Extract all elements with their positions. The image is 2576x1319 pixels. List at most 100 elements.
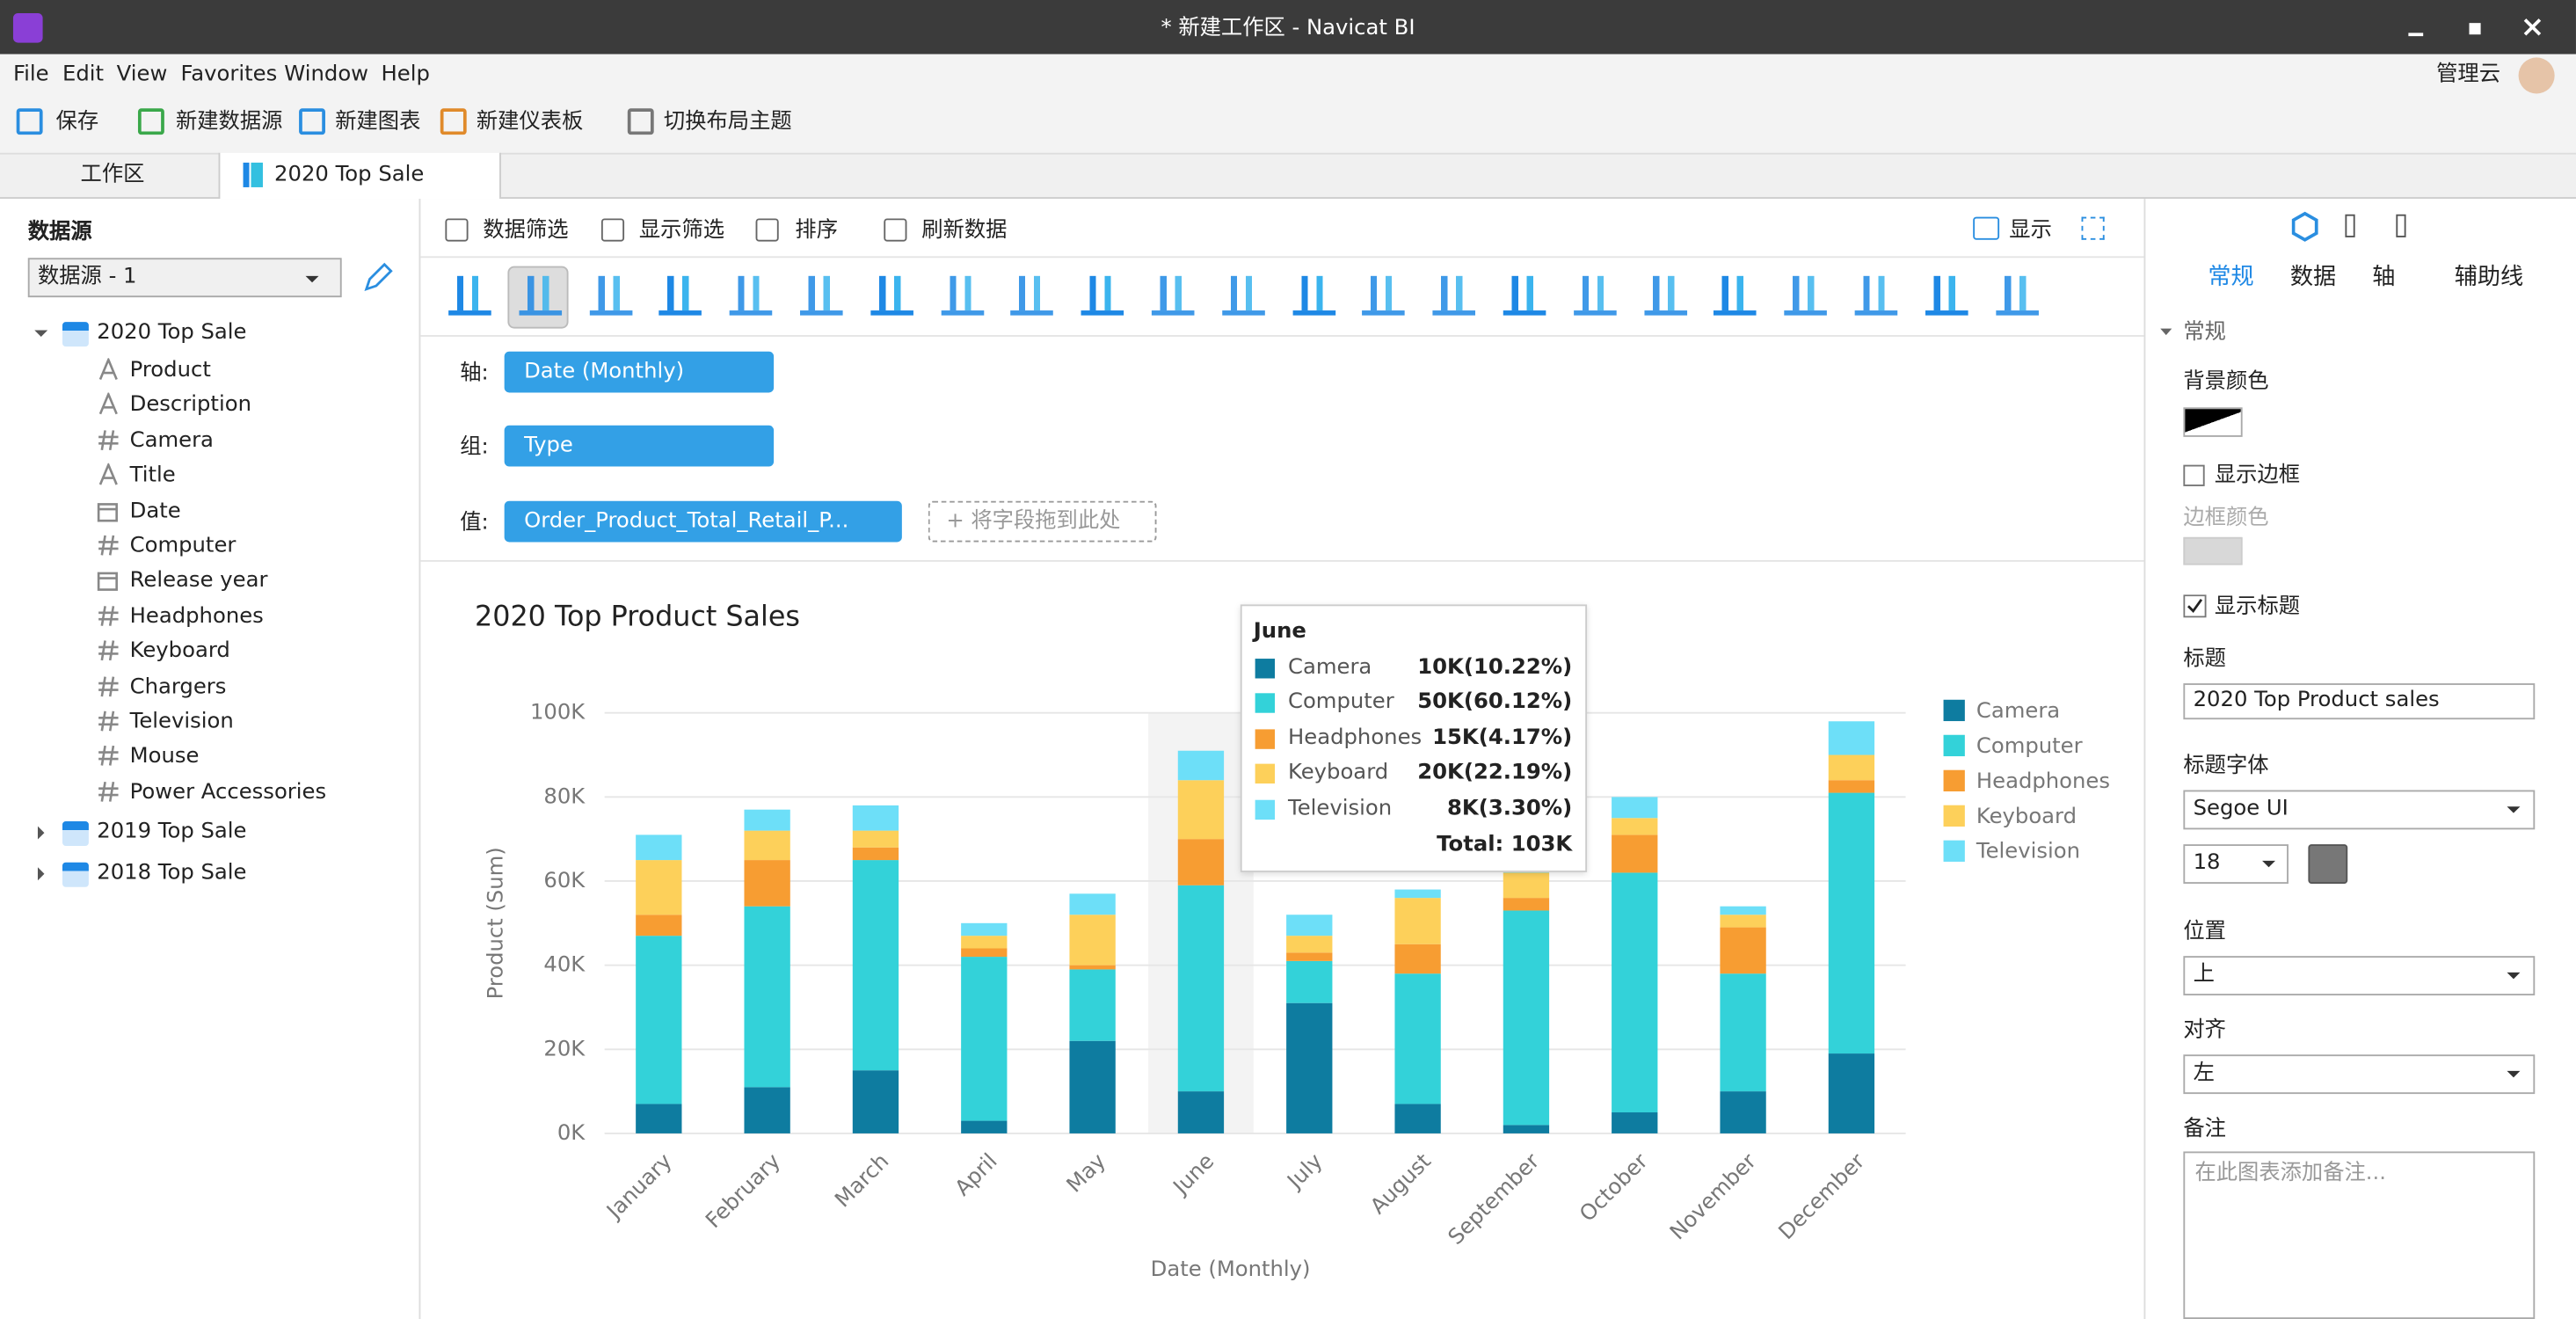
checkbox[interactable] bbox=[2183, 594, 2207, 618]
collapse-icon[interactable] bbox=[2158, 324, 2175, 340]
field-name[interactable]: Power Accessories bbox=[129, 779, 327, 805]
property-tab[interactable]: 辅助线 bbox=[2454, 264, 2524, 291]
chart-type-icon[interactable] bbox=[940, 275, 984, 316]
toolbar-button[interactable]: 显示筛选 bbox=[638, 218, 725, 244]
align-select[interactable]: 左 bbox=[2183, 1054, 2536, 1095]
field-name[interactable]: Release year bbox=[129, 569, 268, 594]
menu-item[interactable]: View bbox=[116, 62, 168, 88]
chart-type-icon[interactable] bbox=[1221, 275, 1265, 316]
chart-type-icon[interactable] bbox=[1925, 275, 1968, 316]
expand-arrow[interactable] bbox=[33, 325, 49, 342]
filter-icon[interactable] bbox=[884, 218, 907, 242]
toolbar-icon[interactable] bbox=[440, 108, 467, 135]
chart-type-icon[interactable] bbox=[1292, 275, 1335, 316]
menu-item[interactable]: Help bbox=[381, 62, 430, 88]
filter-icon[interactable] bbox=[755, 218, 779, 242]
menu-item[interactable]: File bbox=[12, 62, 49, 88]
chart-type-icon[interactable] bbox=[1362, 275, 1406, 316]
toolbar-button[interactable]: 保存 bbox=[55, 110, 99, 135]
expand-arrow[interactable] bbox=[33, 865, 49, 882]
position-select[interactable]: 上 bbox=[2183, 956, 2536, 996]
toolbar-button[interactable]: 新建数据源 bbox=[175, 110, 283, 135]
filter-icon[interactable] bbox=[600, 218, 625, 242]
field-name[interactable]: Mouse bbox=[129, 744, 200, 769]
field-name[interactable]: Camera bbox=[129, 428, 214, 454]
chart-type-icon[interactable] bbox=[1854, 275, 1898, 316]
x-tick-label: October bbox=[1574, 1148, 1652, 1227]
chart-type-icon[interactable] bbox=[448, 275, 491, 316]
chart-type-icon[interactable] bbox=[1503, 275, 1546, 316]
chart-type-icon[interactable] bbox=[1643, 275, 1687, 316]
field-name[interactable]: Television bbox=[129, 709, 234, 734]
window-controls[interactable] bbox=[2398, 13, 2563, 43]
menu-item[interactable]: Edit bbox=[62, 62, 105, 88]
chart-type-icon[interactable] bbox=[519, 275, 562, 316]
tab[interactable]: 工作区 bbox=[80, 162, 145, 187]
title-input[interactable]: 2020 Top Product sales bbox=[2183, 683, 2536, 720]
source-select[interactable]: 数据源 - 1 bbox=[27, 258, 342, 298]
toolbar-button[interactable]: 数据筛选 bbox=[483, 218, 569, 244]
chart-type-icon[interactable] bbox=[1010, 275, 1054, 316]
field-pill[interactable]: Date (Monthly) bbox=[504, 351, 775, 393]
panel-icons[interactable] bbox=[2291, 210, 2423, 243]
chart-type-icon[interactable] bbox=[1432, 275, 1476, 316]
toolbar-icon[interactable] bbox=[299, 108, 325, 135]
chart-type-icon[interactable] bbox=[1151, 275, 1195, 316]
size-select[interactable]: 18 bbox=[2183, 844, 2289, 884]
menu-item[interactable]: Favorites bbox=[180, 62, 278, 88]
filter-icon[interactable] bbox=[445, 218, 469, 242]
toolbar-icon[interactable] bbox=[627, 108, 654, 135]
tree-node[interactable]: 2019 Top Sale bbox=[97, 820, 247, 845]
expand-arrow[interactable] bbox=[33, 825, 49, 842]
chart-type-icon[interactable] bbox=[800, 275, 843, 316]
tab[interactable]: 2020 Top Sale bbox=[274, 162, 425, 187]
toolbar-icon[interactable] bbox=[16, 108, 43, 135]
chart-type-icon[interactable] bbox=[1995, 275, 2039, 316]
tooltip-series: Computer bbox=[1287, 690, 1394, 716]
field-name[interactable]: Headphones bbox=[129, 604, 264, 630]
chart-type-icon[interactable] bbox=[589, 275, 632, 316]
section-title[interactable]: 常规 bbox=[2183, 320, 2226, 346]
chart-type-icon[interactable] bbox=[1573, 275, 1617, 316]
toolbar-button[interactable]: 排序 bbox=[795, 218, 839, 244]
chart-type-icon[interactable] bbox=[1784, 275, 1828, 316]
toolbar-button[interactable]: 新建仪表板 bbox=[476, 110, 584, 135]
note-box[interactable] bbox=[2183, 1151, 2536, 1319]
label[interactable]: 显示标题 bbox=[2214, 594, 2301, 620]
field-name[interactable]: Product bbox=[129, 358, 211, 383]
color-swatch[interactable] bbox=[2183, 407, 2243, 437]
y-tick-label: 100K bbox=[530, 699, 586, 725]
field-name[interactable]: Keyboard bbox=[129, 639, 230, 665]
chart-type-icon[interactable] bbox=[730, 275, 773, 316]
tree-node[interactable]: 2018 Top Sale bbox=[97, 860, 247, 885]
property-tab[interactable]: 数据 bbox=[2289, 264, 2337, 291]
user-name[interactable]: 管理云 bbox=[2436, 62, 2501, 88]
fullscreen-icon[interactable] bbox=[2081, 216, 2105, 240]
toolbar-icon[interactable] bbox=[137, 108, 164, 135]
font-select[interactable]: Segoe UI bbox=[2183, 790, 2536, 830]
display-button[interactable]: 显示 bbox=[2009, 218, 2052, 244]
field-name[interactable]: Chargers bbox=[129, 674, 227, 700]
property-tab[interactable]: 常规 bbox=[2208, 264, 2254, 291]
label[interactable]: 显示边框 bbox=[2214, 463, 2301, 488]
field-name[interactable]: Title bbox=[129, 463, 176, 489]
property-tab[interactable]: 轴 bbox=[2372, 264, 2396, 291]
tree-node[interactable]: 2020 Top Sale bbox=[97, 320, 247, 346]
menu-item[interactable]: Window bbox=[284, 62, 369, 88]
chart-type-icon[interactable] bbox=[1081, 275, 1124, 316]
field-name[interactable]: Description bbox=[129, 393, 251, 419]
chart-type-icon[interactable] bbox=[659, 275, 702, 316]
chart-type-icon[interactable] bbox=[1714, 275, 1757, 316]
avatar[interactable] bbox=[2518, 57, 2555, 94]
font-color[interactable] bbox=[2308, 844, 2348, 884]
chart-type-icon[interactable] bbox=[870, 275, 913, 316]
toolbar-button[interactable]: 切换布局主题 bbox=[663, 110, 792, 135]
field-name[interactable]: Date bbox=[129, 499, 181, 524]
toolbar-button[interactable]: 刷新数据 bbox=[921, 218, 1008, 244]
active-tab[interactable] bbox=[218, 152, 501, 200]
toolbar-button[interactable]: 新建图表 bbox=[335, 110, 421, 135]
checkbox[interactable] bbox=[2183, 464, 2205, 486]
field-name[interactable]: Computer bbox=[129, 534, 236, 559]
field-pill[interactable]: Order_Product_Total_Retail_P... bbox=[504, 500, 902, 543]
field-pill[interactable]: Type bbox=[504, 425, 775, 467]
